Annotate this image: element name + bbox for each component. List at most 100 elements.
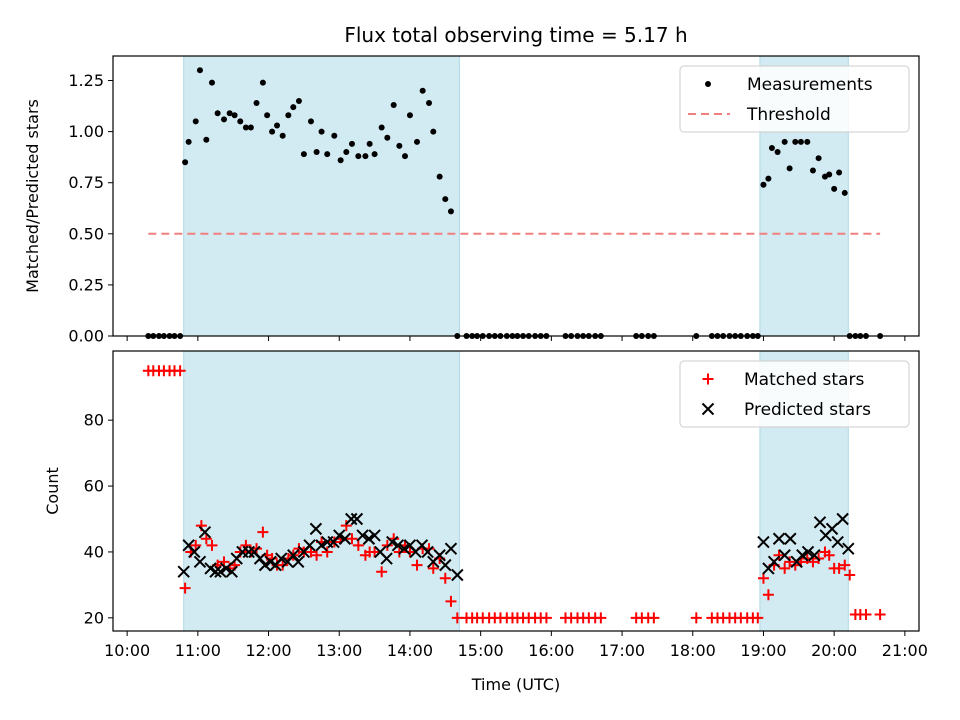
measurement-point [426,100,433,107]
predicted-star-point [303,539,316,552]
matched-star-point [757,572,769,584]
bottom-observing-window-0 [183,350,460,632]
predicted-star-point [808,549,821,562]
top-panel: 0.00 0.25 0.50 0.75 1.00 1.25 Matched/Predicte… [23,55,920,346]
legend-label: Matched stars [744,370,864,390]
matched-star-point [369,546,381,558]
matched-star-point [779,562,791,574]
measurement-point [430,128,437,135]
measurement-point [214,110,221,117]
predicted-star-point [433,549,446,562]
measurement-point [826,171,833,178]
measurement-point [279,132,286,139]
measurement-point [406,112,413,119]
measurement-point [419,87,426,94]
predicted-star-point [757,535,770,549]
legend-marker-measurements [705,81,711,87]
x-tick-label: 20:00 [811,641,857,660]
measurement-point [337,157,344,164]
matched-star-point [174,365,186,377]
predicted-star-point [391,539,405,552]
x-tick-label: 10:00 [104,641,150,660]
predicted-star-point [772,532,786,545]
matched-star-point [690,612,702,624]
predicted-star-point [242,545,255,559]
top-y-tick-label: 0.25 [68,275,104,294]
predicted-star-point [193,555,207,569]
measurement-point [253,100,260,107]
predicted-star-point [398,542,411,555]
matched-star-point [206,539,218,551]
predicted-star-point [784,532,797,545]
predicted-star-point [767,555,781,569]
matched-star-point [833,562,845,574]
matched-star-point [179,582,191,594]
matched-star-point [200,533,212,545]
predicted-star-point [350,512,364,526]
measurement-point [366,140,373,147]
measurement-point [792,138,799,145]
bottom-legend: Matched stars Predicted stars [679,360,910,428]
matched-star-point [773,549,785,561]
measurement-point [765,175,772,182]
measurement-point [307,118,314,125]
predicted-star-point [333,529,346,542]
matched-star-point [844,569,856,581]
measurement-point [355,153,362,160]
measurement-point [384,134,391,141]
predicted-star-point [198,525,212,539]
predicted-star-point [836,512,849,526]
predicted-star-point [380,552,393,565]
matched-star-point [807,556,819,568]
predicted-star-point [451,568,464,582]
matched-star-point [874,609,886,621]
matched-star-point [839,559,851,571]
x-tick-label: 18:00 [670,641,716,660]
bottom-y-axis-label: Count [43,467,62,515]
x-tick-label: 12:00 [245,641,291,660]
measurement-point [208,79,215,86]
measurement-point [362,153,369,160]
top-axes-frame [112,55,920,337]
bottom-axes-frame [112,350,920,632]
measurement-point [815,155,822,162]
matched-star-point [762,589,774,601]
measurement-point [804,138,811,145]
measurement-point [269,128,276,135]
measurement-point [390,102,397,109]
measurement-point [247,124,254,131]
matched-star-point [784,556,796,568]
matched-star-point [451,612,463,624]
bottom-y-tick-label: 20 [84,608,104,627]
measurement-point [786,165,793,172]
legend-marker-predicted [701,402,715,416]
predicted-star-point [439,558,452,572]
matched-star-point [393,546,405,558]
measurement-point [221,116,228,123]
measurement-point [264,112,271,119]
top-y-tick-label: 1.00 [68,122,104,141]
predicted-star-point [362,532,376,545]
predicted-star-point [214,565,227,578]
x-tick-label: 21:00 [882,641,928,660]
matched-star-point [445,595,457,607]
matched-star-point [595,612,607,624]
top-y-tick-label: 0.50 [68,224,104,243]
top-y-tick-label: 0.00 [68,327,104,346]
x-tick-label: 13:00 [316,641,362,660]
measurement-point [274,122,281,129]
measurement-point [203,136,210,143]
predicted-star-point [188,545,201,559]
predicted-star-point [842,542,855,555]
predicted-star-point [356,529,369,542]
measurement-point [324,151,331,158]
bottom-legend-box [679,360,910,428]
measurement-point [313,149,320,156]
measurement-point [182,159,189,166]
x-axis-label: Time (UTC) [471,675,560,694]
predicted-star-point [368,529,381,542]
x-tick-label: 15:00 [458,641,504,660]
matched-star-point [321,546,333,558]
x-tick-label: 11:00 [175,641,221,660]
